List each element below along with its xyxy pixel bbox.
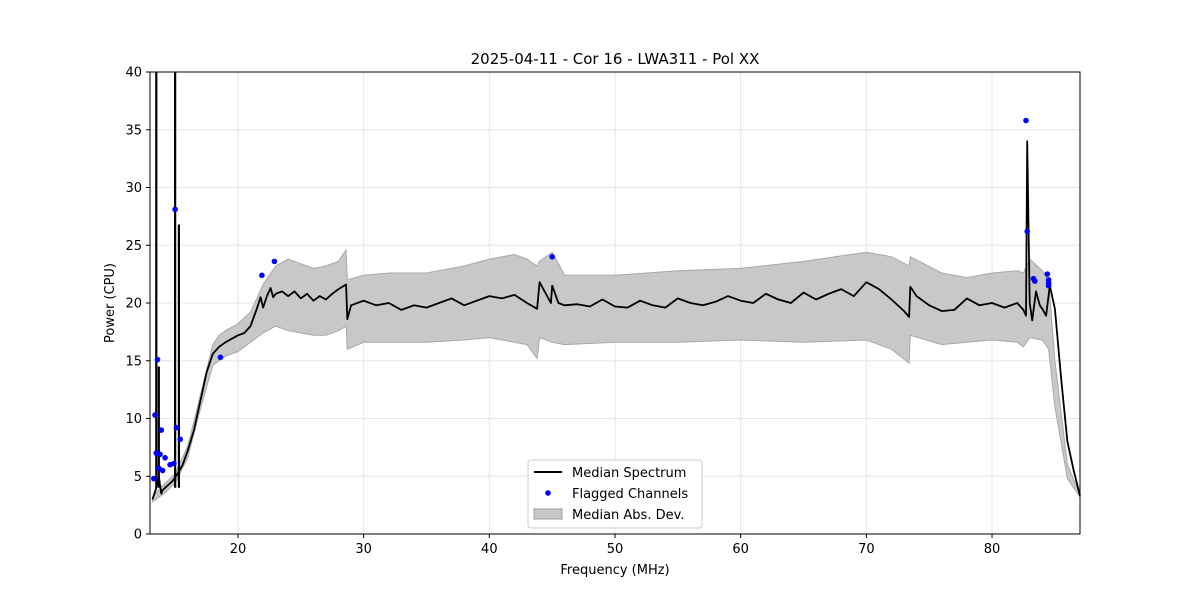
flagged-channel-point: [549, 253, 555, 260]
flagged-channels-layer: [151, 117, 1052, 482]
flagged-channel-point: [152, 412, 158, 418]
x-tick-label: 80: [984, 542, 1001, 557]
x-tick-label: 20: [230, 542, 247, 557]
x-axis-label: Frequency (MHz): [560, 563, 669, 578]
y-tick-label: 10: [125, 412, 142, 427]
flagged-channel-point: [259, 272, 265, 279]
flagged-channel-point: [154, 356, 161, 363]
flagged-channel-point: [1024, 228, 1030, 235]
x-tick-label: 40: [481, 542, 498, 557]
y-tick-label: 30: [125, 181, 142, 196]
y-tick-label: 20: [125, 297, 142, 312]
x-tick-label: 30: [355, 542, 372, 557]
flagged-channel-point: [157, 451, 163, 458]
legend-label-median-abs-dev: Median Abs. Dev.: [572, 508, 684, 523]
legend-label-median-spectrum: Median Spectrum: [572, 466, 686, 481]
flagged-channel-point: [1044, 271, 1051, 277]
flagged-channel-point: [159, 467, 166, 474]
y-axis-ticks: 0 5 10 15 20 25 30 35 40: [125, 66, 150, 543]
flagged-channel-point: [171, 460, 177, 467]
y-tick-label: 40: [125, 66, 142, 81]
x-tick-label: 70: [858, 542, 875, 557]
flagged-channel-point: [158, 427, 165, 433]
median-spectrum-line: [151, 140, 1081, 500]
y-tick-label: 0: [134, 528, 142, 543]
y-tick-label: 25: [125, 239, 142, 254]
legend-band-swatch: [533, 508, 563, 520]
y-tick-label: 15: [125, 354, 142, 369]
chart-title: 2025-04-11 - Cor 16 - LWA311 - Pol XX: [471, 50, 760, 68]
flagged-channel-point: [172, 206, 178, 213]
flagged-channel-point: [1032, 278, 1038, 284]
flagged-channel-point: [1045, 282, 1052, 289]
flagged-channel-point: [1023, 117, 1029, 124]
x-tick-label: 60: [732, 542, 749, 557]
y-tick-label: 35: [125, 123, 142, 138]
flagged-channel-point: [151, 475, 157, 482]
legend-box: [527, 459, 703, 529]
flagged-channel-point: [162, 455, 168, 461]
x-tick-label: 50: [607, 542, 624, 557]
flagged-channel-point: [177, 436, 183, 443]
legend: Median Spectrum Flagged Channels Median …: [527, 459, 703, 529]
flagged-channel-point: [217, 354, 224, 361]
y-tick-label: 5: [134, 470, 142, 485]
legend-point-swatch: [545, 490, 551, 496]
flagged-channel-point: [173, 424, 180, 431]
legend-label-flagged-channels: Flagged Channels: [572, 487, 688, 502]
y-axis-label: Power (CPU): [103, 263, 118, 343]
x-axis-ticks: 20 30 40 50 60 70 80: [230, 534, 1001, 557]
flagged-channel-point: [271, 258, 278, 265]
